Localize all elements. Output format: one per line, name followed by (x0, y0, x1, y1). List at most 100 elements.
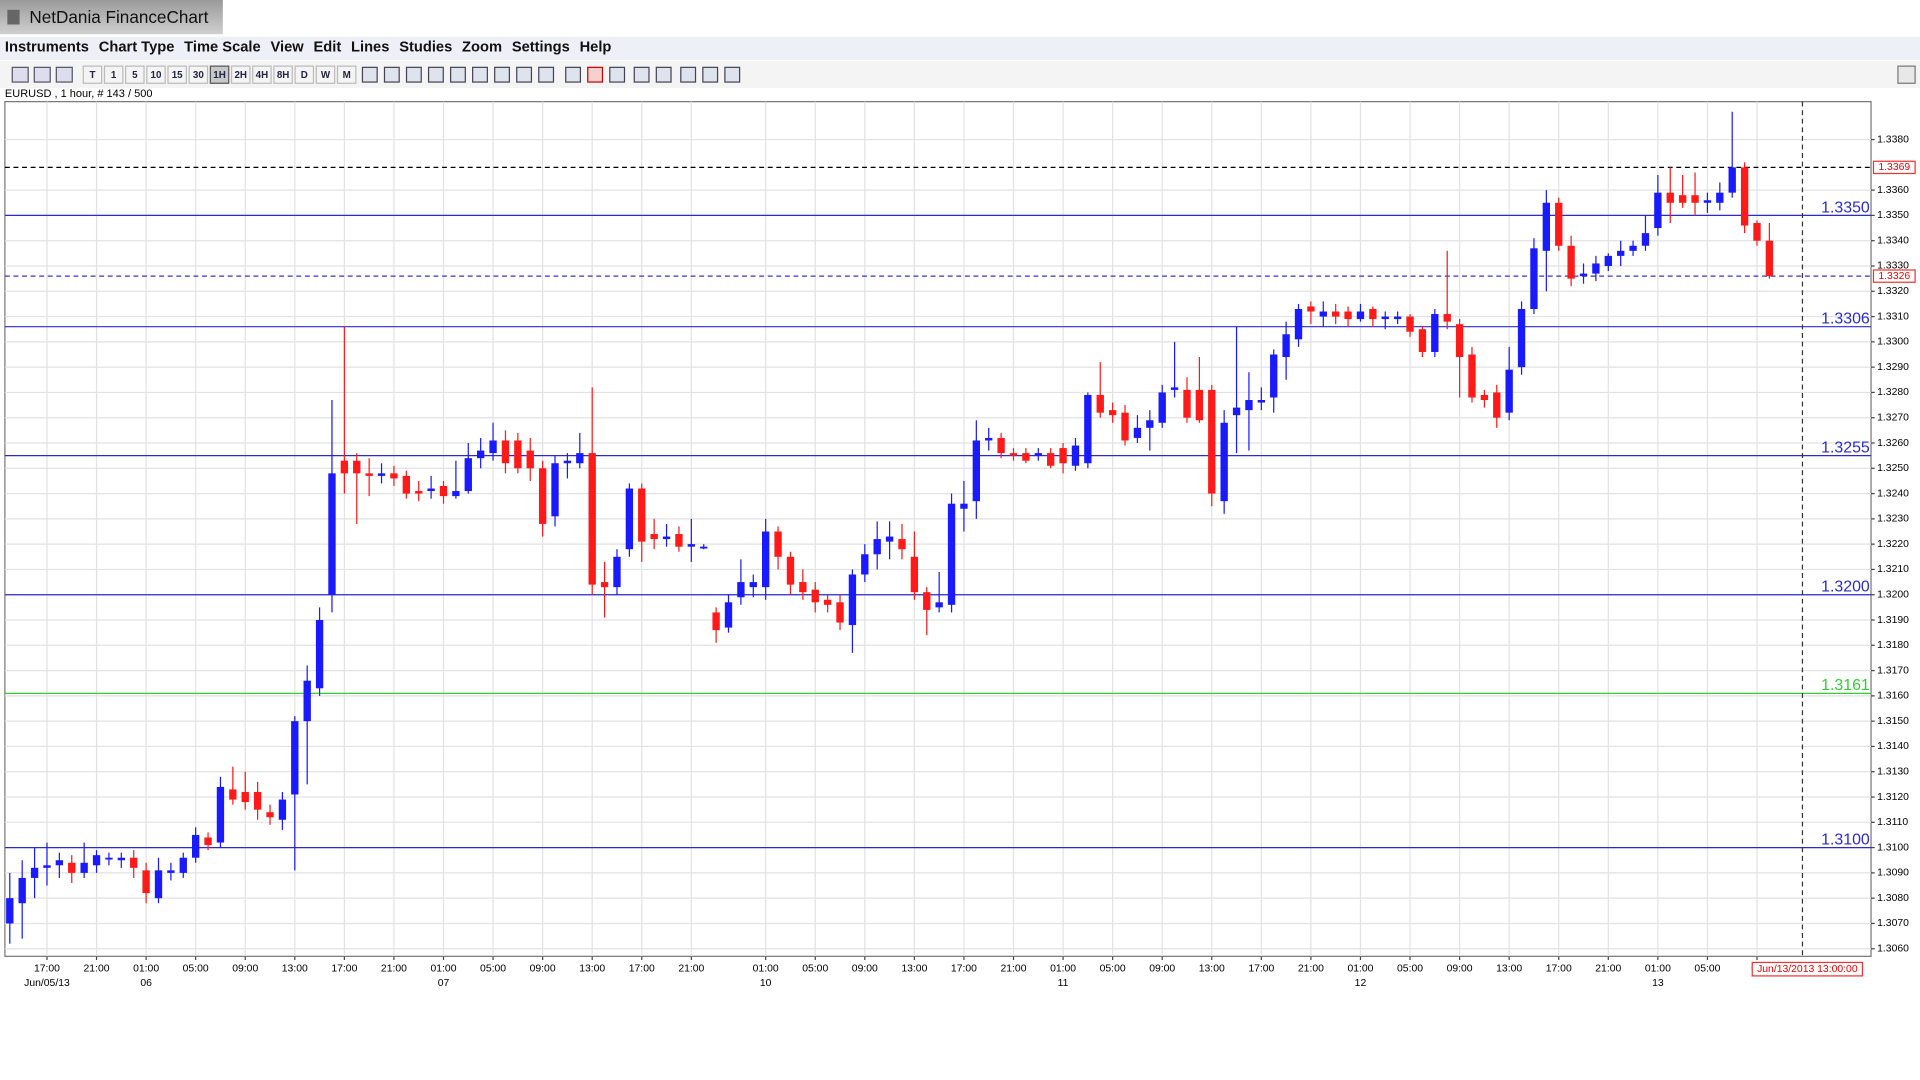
tool-icon[interactable] (633, 66, 650, 83)
timescale-label[interactable]: 2H (234, 70, 247, 81)
candle-body (1431, 314, 1439, 352)
x-tick-label: 01:00 (1645, 963, 1671, 974)
timescale-button[interactable] (315, 65, 336, 84)
tool-icon[interactable] (702, 66, 719, 83)
timescale-label[interactable]: D (301, 70, 308, 81)
candle-body (563, 460, 572, 464)
candle-body (700, 546, 708, 549)
candle-body (464, 458, 472, 492)
tool-icon[interactable] (427, 66, 444, 83)
candle-body (1009, 453, 1018, 456)
menu-item[interactable]: Zoom (462, 40, 502, 56)
timescale-button[interactable] (273, 65, 293, 84)
tool-icon[interactable] (383, 66, 400, 83)
tool-icon[interactable] (33, 66, 51, 83)
tool-icon[interactable] (405, 66, 422, 83)
tool-icon[interactable] (680, 66, 697, 83)
candle-body (1567, 245, 1575, 279)
tool-icon[interactable] (565, 66, 582, 83)
y-tick-label: 1.3330 (1877, 261, 1909, 272)
tool-icon[interactable] (11, 66, 29, 83)
y-tick-label: 1.3300 (1877, 337, 1909, 348)
menu-item[interactable]: View (270, 40, 304, 56)
timescale-button[interactable] (336, 65, 357, 84)
timescale-button[interactable] (103, 65, 124, 84)
timescale-label[interactable]: 1H (213, 70, 226, 81)
timescale-button[interactable] (167, 65, 187, 84)
y-tick-label: 1.3250 (1877, 463, 1909, 474)
candle-body (762, 531, 770, 588)
timescale-label[interactable]: 10 (151, 70, 162, 81)
menu-item[interactable]: Instruments (5, 40, 89, 56)
menu-item[interactable]: Studies (399, 40, 452, 56)
candle-body (1319, 311, 1327, 317)
candle-body (1617, 250, 1625, 256)
candle-body (439, 485, 448, 497)
chart-info: EURUSD , 1 hour, # 143 / 500 (5, 88, 153, 100)
x-tick-label: 05:00 (1100, 963, 1126, 974)
candle-body (551, 463, 559, 517)
timescale-button[interactable] (82, 65, 103, 84)
timescale-button[interactable] (209, 65, 230, 84)
y-tick-label: 1.3280 (1877, 387, 1909, 398)
tool-icon[interactable] (609, 66, 626, 83)
candle-body (1505, 369, 1513, 413)
candle-body (638, 488, 646, 542)
candle-body (613, 556, 621, 588)
tool-icon[interactable] (538, 66, 555, 83)
candle-body (1691, 195, 1699, 203)
panel-toggle[interactable] (1897, 65, 1916, 84)
candle-body (910, 556, 919, 593)
menu-item[interactable]: Edit (313, 40, 341, 56)
y-tick-label: 1.3180 (1877, 640, 1909, 651)
tool-icon[interactable] (516, 66, 533, 83)
tool-icon[interactable] (587, 66, 604, 83)
candle-body (1740, 167, 1749, 226)
candle-body (1146, 420, 1154, 428)
timescale-label[interactable]: T (89, 70, 95, 81)
menu-item[interactable]: Lines (351, 40, 389, 56)
timescale-button[interactable] (125, 65, 145, 84)
timescale-label[interactable]: W (321, 70, 331, 81)
candle-body (191, 834, 200, 858)
menu-item[interactable]: Settings (512, 40, 570, 56)
x-tick-label: 01:00 (133, 963, 159, 974)
candle-body (216, 786, 225, 843)
candle-body (489, 440, 497, 454)
x-tick-label: 09:00 (530, 963, 556, 974)
timescale-label[interactable]: 1 (111, 70, 117, 81)
timescale-label[interactable]: M (343, 70, 351, 81)
tool-icon[interactable] (494, 66, 510, 83)
timescale-label[interactable]: 5 (132, 70, 138, 81)
tool-icon[interactable] (724, 66, 741, 83)
timescale-label[interactable]: 4H (256, 70, 269, 81)
timescale-button[interactable] (188, 65, 209, 84)
timescale-button[interactable] (294, 65, 315, 84)
timescale-label[interactable]: 8H (277, 70, 290, 81)
tool-icon[interactable] (361, 66, 378, 83)
candle-body (1022, 453, 1030, 461)
candle-body (1629, 245, 1637, 251)
candle-body (1158, 392, 1166, 423)
timescale-button[interactable] (146, 65, 166, 84)
timescale-label[interactable]: 30 (193, 70, 204, 81)
x-tick-label: 01:00 (753, 963, 779, 974)
timescale-label[interactable]: 15 (172, 70, 183, 81)
timescale-button[interactable] (230, 65, 251, 84)
tool-icon[interactable] (55, 66, 73, 83)
candle-body (1294, 308, 1303, 340)
menu-item[interactable]: Help (580, 40, 612, 56)
candle-body (241, 791, 249, 803)
menu-item[interactable]: Time Scale (184, 40, 260, 56)
tool-icon[interactable] (472, 66, 488, 83)
candle-body (1133, 427, 1142, 438)
tool-icon[interactable] (450, 66, 466, 83)
candle-body (1356, 311, 1365, 320)
tool-icon[interactable] (655, 66, 672, 83)
candle-body (1604, 255, 1612, 266)
candle-body (1245, 400, 1253, 411)
candle-body (514, 440, 522, 469)
menu-item[interactable]: Chart Type (99, 40, 175, 56)
toolbar-buttons: T 1 5 10 15 30 1H 2H 4H 8H D W M (11, 65, 741, 84)
timescale-button[interactable] (252, 65, 272, 84)
